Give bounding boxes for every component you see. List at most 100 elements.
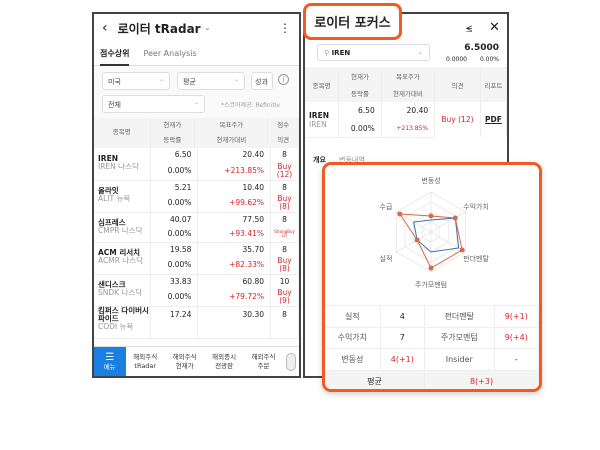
tab-history[interactable]: 변동내역 (339, 156, 365, 164)
radar-axis (430, 231, 466, 253)
price: 6.50 (338, 102, 382, 120)
close-icon[interactable]: ✕ (489, 20, 500, 35)
stock-name: ACM 리서치 (94, 242, 151, 257)
stock-sub: ALIT 뉴욕 (94, 194, 151, 213)
opinion: StrongBuy (2) (270, 227, 299, 243)
vs-price: +213.85% (381, 119, 436, 138)
chevron-down-icon: ⌄ (417, 49, 423, 56)
score: 8 (270, 148, 299, 163)
table-row[interactable]: 올라잇 5.21 10.40 8 (94, 180, 299, 195)
reuters-focus-callout: 로이터 포커스 (303, 3, 402, 40)
source-note: *스코어제공: Refinitiv (221, 102, 280, 109)
sector-select[interactable]: 전체 ⌄ (102, 95, 205, 113)
mode-select[interactable]: 평균 ⌄ (177, 72, 245, 90)
pdf-link[interactable]: PDF (480, 102, 508, 137)
vs-price: +213.85% (197, 163, 271, 181)
stock-sub: CODI 뉴욕 (94, 322, 151, 339)
nav-order[interactable]: 해외주식 주문 (251, 353, 276, 370)
chevron-down-icon[interactable]: ⌄ (204, 24, 211, 32)
table-row[interactable]: 심프레스 40.07 77.50 8 (94, 212, 299, 227)
col-price: 현재가 (338, 67, 382, 85)
stock-name: IREN (94, 148, 151, 163)
score-label: 수익가치 (325, 326, 381, 349)
radar-point (428, 265, 434, 271)
share-icon[interactable]: ⪬ (466, 22, 473, 35)
nav-tradar[interactable]: 해외주식 tRadar (133, 353, 158, 370)
change: 0.00% (338, 119, 382, 138)
score-label: Insider (424, 348, 495, 370)
menu-icon: ☰ (105, 352, 115, 363)
table-row[interactable]: ACM 리서치 19.58 35.70 8 (94, 242, 299, 257)
nav-board[interactable]: 해외증시 전광판 (212, 353, 237, 370)
back-icon[interactable]: ‹ (102, 20, 108, 36)
score: 8 (270, 180, 299, 195)
score-table: 종목명 현재가 목표주가 점수 등락률 현재가대비 의견 (94, 118, 299, 148)
average-label: 평균 (325, 369, 425, 389)
tradar-screen: ‹ 로이터 tRadar ⌄ ⋮ 점수상위 Peer Analysis 미국 ⌄ … (92, 12, 301, 378)
search-input[interactable]: ⚲ IREN ⌄ (317, 44, 430, 61)
table-row[interactable]: IREN 6.50 20.40 8 (94, 148, 299, 163)
stock-name: 샌디스크 (94, 274, 151, 289)
opinion: Buy (12) (434, 102, 481, 137)
opinion: Buy (8) (270, 256, 299, 275)
target: 77.50 (197, 212, 271, 227)
score-value: 9(+1) (494, 305, 539, 327)
perf-button[interactable]: 성과 (251, 72, 273, 90)
market-select[interactable]: 미국 ⌄ (102, 72, 170, 90)
vs-price (197, 323, 271, 339)
score-label: 실적 (325, 305, 381, 327)
bottom-nav: ☰ 메뉴 해외주식 tRadar 해외주식 현재가 해외증시 전광판 해외주식 주… (94, 346, 299, 376)
opinion: Buy (12) (270, 162, 299, 181)
nav-menu[interactable]: ☰ 메뉴 (94, 347, 126, 376)
col-change: 등락률 (150, 133, 196, 148)
price: 33.83 (150, 274, 199, 289)
stock-name: 올라잇 (94, 180, 151, 195)
score: 8 (270, 242, 299, 257)
chevron-down-icon: ⌄ (193, 99, 199, 106)
radar-axis-label: 펀더멘탈 (463, 254, 489, 263)
stock-sub: ACMR 나스닥 (94, 256, 151, 275)
stock-sub: CMPR 나스닥 (94, 226, 151, 243)
target: 30.30 (197, 306, 271, 323)
radar-point (414, 237, 420, 243)
radar-axis (396, 231, 432, 253)
score-label: 변동성 (325, 348, 381, 370)
tab-top-scores[interactable]: 점수상위 (100, 42, 130, 66)
col-change: 등락률 (338, 84, 382, 102)
tab-overview[interactable]: 개요 (313, 156, 326, 164)
opinion: Buy (9) (270, 288, 299, 307)
nav-price[interactable]: 해외주식 현재가 (172, 353, 197, 370)
target: 20.40 (381, 102, 436, 120)
change: 0.00% (150, 195, 199, 213)
stock-name: IREN (305, 102, 340, 120)
info-icon[interactable]: i (278, 74, 289, 85)
price: 19.58 (150, 242, 199, 257)
table-row[interactable]: 샌디스크 33.83 60.80 10 (94, 274, 299, 289)
change-value: 0.0000 (446, 56, 467, 63)
price: 6.50 (150, 148, 199, 163)
score: 8 (270, 306, 299, 323)
chevron-down-icon: ⌄ (158, 76, 164, 83)
change-pct: 0.00% (479, 56, 499, 63)
col-name: 종목명 (94, 118, 151, 148)
current-price: 6.5000 (464, 43, 499, 53)
price: 17.24 (150, 306, 199, 323)
score-rows: IREN 6.50 20.40 8 IREN 나스닥 0.00% +213.85% Buy … (94, 148, 299, 339)
target: 20.40 (197, 148, 271, 163)
col-opinion: 의견 (434, 67, 481, 102)
change: 0.00% (150, 163, 199, 181)
col-report: 리포트 (480, 67, 508, 102)
table-row[interactable]: 킴퍼스 다이버시파이드 17.24 30.30 8 (94, 306, 299, 323)
radar-point (459, 247, 465, 253)
score-popup: 변동성 수익가치 펀더멘탈 주가모멘텀 실적 수급 실적 4 펀더멘탈 9(+1) 수익가치 7 주가… (322, 162, 542, 392)
radar-axis-label: 수급 (380, 203, 393, 211)
score-label: 펀더멘탈 (424, 305, 495, 327)
score-value: 9(+4) (494, 326, 539, 349)
target: 10.40 (197, 180, 271, 195)
col-score: 점수 (267, 118, 299, 133)
col-target: 목표주가 (194, 118, 269, 133)
tab-peer-analysis[interactable]: Peer Analysis (143, 49, 197, 58)
more-icon[interactable]: ⋮ (279, 21, 291, 35)
scroll-toggle[interactable] (283, 347, 299, 376)
col-vs: 현재가대비 (194, 133, 269, 148)
